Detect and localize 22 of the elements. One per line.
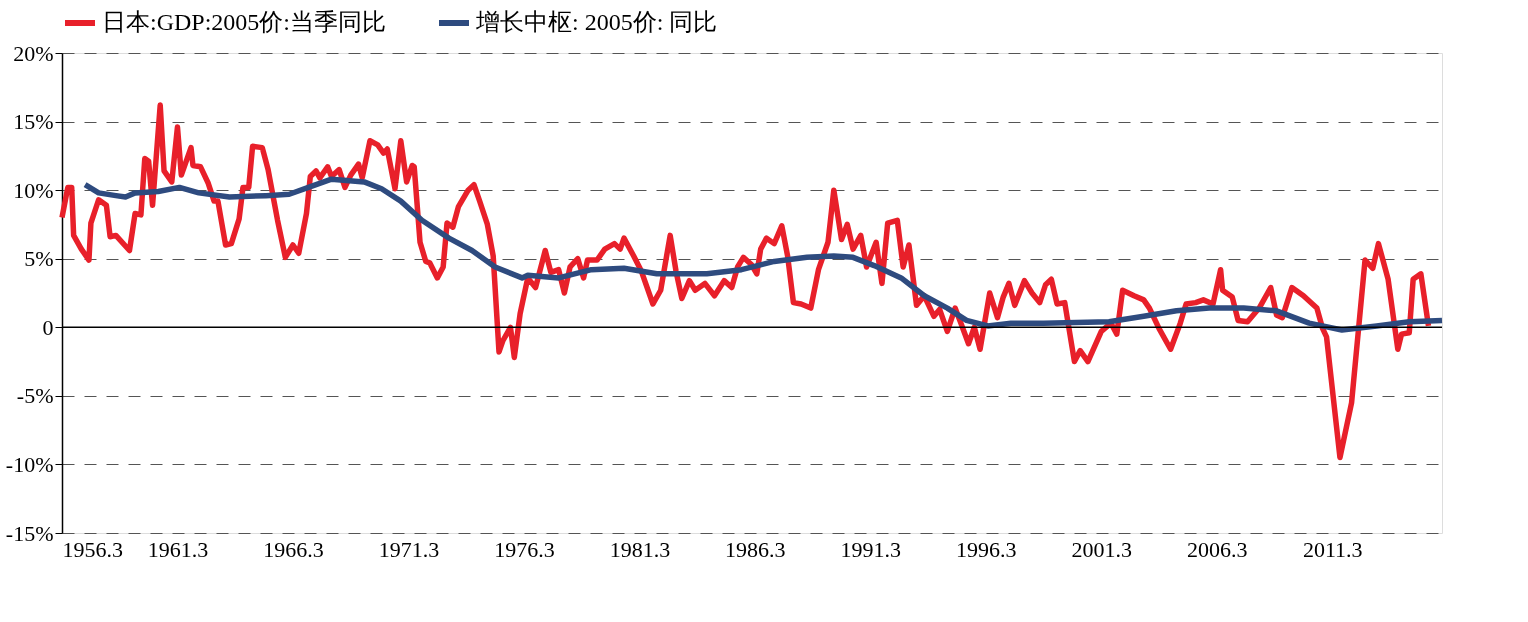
y-tick-label: 0 [42,314,54,340]
y-tick-label: 15% [13,109,54,135]
x-tick-label: 1981.3 [609,536,671,562]
x-tick-label: 1996.3 [956,536,1017,562]
y-tick-label: 20% [13,40,54,66]
legend-label: 日本:GDP:2005价:当季同比 [102,9,387,35]
x-tick-label: 2006.3 [1187,536,1248,562]
y-tick-label: -10% [5,451,54,477]
x-tick-label: 1986.3 [725,536,786,562]
y-tick-label: -15% [5,520,54,546]
legend-label: 增长中枢: 2005价: 同比 [475,9,718,35]
x-tick-label: 1966.3 [263,536,324,562]
x-tick-label: 1976.3 [494,536,555,562]
x-tick-label: 1991.3 [840,536,902,562]
y-tick-label: -5% [16,383,54,409]
x-tick-label: 1961.3 [147,536,209,562]
y-tick-label: 5% [24,246,54,272]
x-tick-label: 1956.3 [62,536,123,562]
x-tick-label: 2011.3 [1302,536,1363,562]
x-tick-label: 1971.3 [378,536,440,562]
x-tick-label: 2001.3 [1071,536,1133,562]
y-tick-label: 10% [13,177,54,203]
